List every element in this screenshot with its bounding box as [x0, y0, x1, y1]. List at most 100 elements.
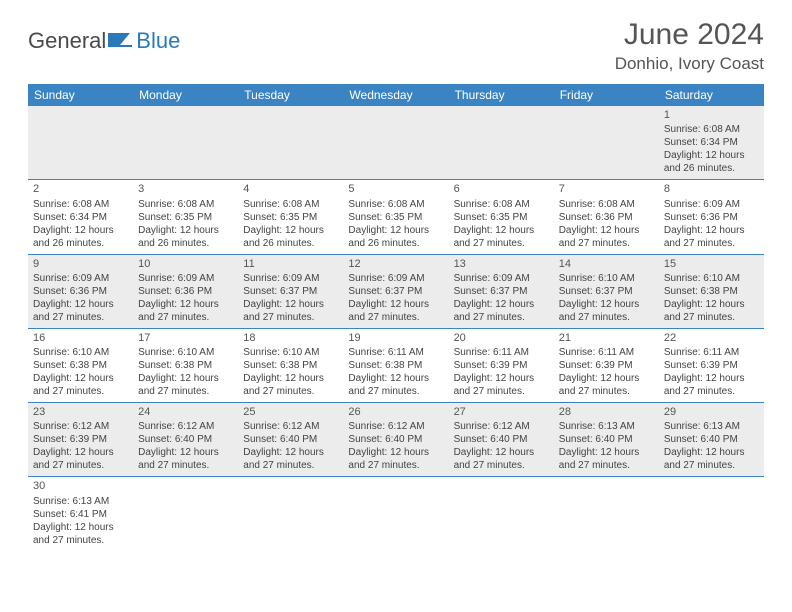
day-number: 15 — [664, 257, 759, 271]
sunset-text: Sunset: 6:35 PM — [243, 211, 338, 224]
daylight-text: and 27 minutes. — [454, 459, 549, 472]
calendar-day-cell — [449, 106, 554, 180]
sunrise-text: Sunrise: 6:09 AM — [33, 272, 128, 285]
day-number: 21 — [559, 331, 654, 345]
sunset-text: Sunset: 6:41 PM — [33, 508, 128, 521]
calendar-day-cell: 18Sunrise: 6:10 AMSunset: 6:38 PMDayligh… — [238, 328, 343, 402]
daylight-text: Daylight: 12 hours — [454, 446, 549, 459]
sunrise-text: Sunrise: 6:11 AM — [559, 346, 654, 359]
day-number: 3 — [138, 182, 233, 196]
daylight-text: Daylight: 12 hours — [33, 372, 128, 385]
daylight-text: Daylight: 12 hours — [33, 446, 128, 459]
sunset-text: Sunset: 6:36 PM — [664, 211, 759, 224]
sunset-text: Sunset: 6:40 PM — [348, 433, 443, 446]
day-number: 16 — [33, 331, 128, 345]
calendar-day-cell: 16Sunrise: 6:10 AMSunset: 6:38 PMDayligh… — [28, 328, 133, 402]
sunrise-text: Sunrise: 6:09 AM — [138, 272, 233, 285]
sunset-text: Sunset: 6:38 PM — [348, 359, 443, 372]
sunset-text: Sunset: 6:37 PM — [559, 285, 654, 298]
daylight-text: and 26 minutes. — [664, 162, 759, 175]
sunrise-text: Sunrise: 6:09 AM — [348, 272, 443, 285]
daylight-text: and 27 minutes. — [243, 311, 338, 324]
weekday-header: Sunday — [28, 84, 133, 106]
sunrise-text: Sunrise: 6:09 AM — [454, 272, 549, 285]
daylight-text: and 27 minutes. — [33, 385, 128, 398]
weekday-header: Thursday — [449, 84, 554, 106]
calendar-day-cell: 24Sunrise: 6:12 AMSunset: 6:40 PMDayligh… — [133, 403, 238, 477]
day-number: 6 — [454, 182, 549, 196]
sunset-text: Sunset: 6:39 PM — [33, 433, 128, 446]
logo-text-general: General — [28, 28, 106, 54]
day-number: 12 — [348, 257, 443, 271]
day-number: 8 — [664, 182, 759, 196]
day-number: 11 — [243, 257, 338, 271]
calendar-day-cell — [133, 106, 238, 180]
calendar-day-cell — [554, 106, 659, 180]
day-number: 18 — [243, 331, 338, 345]
daylight-text: Daylight: 12 hours — [33, 224, 128, 237]
calendar-day-cell: 15Sunrise: 6:10 AMSunset: 6:38 PMDayligh… — [659, 254, 764, 328]
calendar-day-cell: 7Sunrise: 6:08 AMSunset: 6:36 PMDaylight… — [554, 180, 659, 254]
day-number: 9 — [33, 257, 128, 271]
daylight-text: and 27 minutes. — [348, 385, 443, 398]
calendar-body: 1Sunrise: 6:08 AMSunset: 6:34 PMDaylight… — [28, 106, 764, 551]
day-number: 13 — [454, 257, 549, 271]
day-number: 19 — [348, 331, 443, 345]
sunrise-text: Sunrise: 6:11 AM — [348, 346, 443, 359]
daylight-text: and 27 minutes. — [454, 237, 549, 250]
daylight-text: Daylight: 12 hours — [664, 149, 759, 162]
daylight-text: and 27 minutes. — [33, 534, 128, 547]
calendar-day-cell: 4Sunrise: 6:08 AMSunset: 6:35 PMDaylight… — [238, 180, 343, 254]
sunrise-text: Sunrise: 6:10 AM — [243, 346, 338, 359]
calendar-day-cell: 9Sunrise: 6:09 AMSunset: 6:36 PMDaylight… — [28, 254, 133, 328]
title-block: June 2024 Donhio, Ivory Coast — [615, 18, 764, 74]
daylight-text: and 27 minutes. — [559, 237, 654, 250]
daylight-text: Daylight: 12 hours — [454, 224, 549, 237]
daylight-text: Daylight: 12 hours — [243, 298, 338, 311]
daylight-text: and 27 minutes. — [243, 459, 338, 472]
sunrise-text: Sunrise: 6:13 AM — [559, 420, 654, 433]
calendar-day-cell — [28, 106, 133, 180]
daylight-text: and 27 minutes. — [348, 459, 443, 472]
calendar-day-cell: 17Sunrise: 6:10 AMSunset: 6:38 PMDayligh… — [133, 328, 238, 402]
calendar-day-cell — [238, 106, 343, 180]
daylight-text: and 27 minutes. — [33, 459, 128, 472]
day-number: 17 — [138, 331, 233, 345]
sunset-text: Sunset: 6:36 PM — [33, 285, 128, 298]
weekday-header: Friday — [554, 84, 659, 106]
calendar-day-cell: 28Sunrise: 6:13 AMSunset: 6:40 PMDayligh… — [554, 403, 659, 477]
sunset-text: Sunset: 6:38 PM — [243, 359, 338, 372]
day-number: 27 — [454, 405, 549, 419]
calendar-day-cell: 6Sunrise: 6:08 AMSunset: 6:35 PMDaylight… — [449, 180, 554, 254]
sunset-text: Sunset: 6:34 PM — [664, 136, 759, 149]
daylight-text: and 27 minutes. — [664, 385, 759, 398]
calendar-day-cell: 12Sunrise: 6:09 AMSunset: 6:37 PMDayligh… — [343, 254, 448, 328]
sunset-text: Sunset: 6:40 PM — [454, 433, 549, 446]
sunset-text: Sunset: 6:35 PM — [454, 211, 549, 224]
daylight-text: and 26 minutes. — [33, 237, 128, 250]
sunset-text: Sunset: 6:40 PM — [559, 433, 654, 446]
calendar-day-cell — [133, 477, 238, 551]
calendar-day-cell: 2Sunrise: 6:08 AMSunset: 6:34 PMDaylight… — [28, 180, 133, 254]
daylight-text: and 27 minutes. — [559, 459, 654, 472]
day-number: 4 — [243, 182, 338, 196]
daylight-text: and 27 minutes. — [664, 311, 759, 324]
daylight-text: Daylight: 12 hours — [559, 372, 654, 385]
daylight-text: Daylight: 12 hours — [559, 298, 654, 311]
sunset-text: Sunset: 6:40 PM — [664, 433, 759, 446]
sunrise-text: Sunrise: 6:12 AM — [454, 420, 549, 433]
calendar-week-row: 16Sunrise: 6:10 AMSunset: 6:38 PMDayligh… — [28, 328, 764, 402]
sunrise-text: Sunrise: 6:09 AM — [664, 198, 759, 211]
weekday-header: Tuesday — [238, 84, 343, 106]
daylight-text: and 27 minutes. — [243, 385, 338, 398]
sunrise-text: Sunrise: 6:09 AM — [243, 272, 338, 285]
logo: General Blue — [28, 18, 180, 54]
day-number: 1 — [664, 108, 759, 122]
sunrise-text: Sunrise: 6:08 AM — [243, 198, 338, 211]
daylight-text: Daylight: 12 hours — [243, 372, 338, 385]
day-number: 5 — [348, 182, 443, 196]
weekday-header: Wednesday — [343, 84, 448, 106]
sunrise-text: Sunrise: 6:08 AM — [138, 198, 233, 211]
calendar-day-cell: 23Sunrise: 6:12 AMSunset: 6:39 PMDayligh… — [28, 403, 133, 477]
daylight-text: and 26 minutes. — [138, 237, 233, 250]
